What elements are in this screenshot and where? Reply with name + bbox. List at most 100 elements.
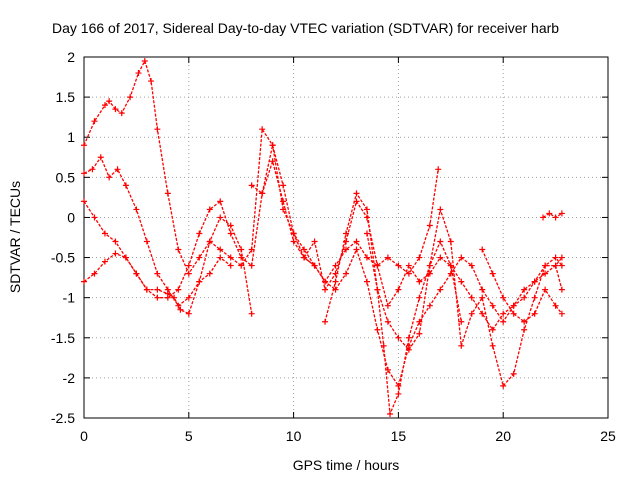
data-point [500,310,507,317]
data-point [374,326,381,333]
data-point [127,94,134,101]
data-point [133,270,140,277]
y-tick-label: 0.5 [56,169,76,185]
data-point [97,154,104,161]
data-point [322,286,329,293]
data-point [447,238,454,245]
series-line-trace-1 [83,60,439,283]
x-axis: 0 5 10 15 20 25 [80,57,616,444]
series-line-trace-7 [324,192,462,415]
data-point [531,294,538,301]
data-point [81,278,87,285]
data-point [468,262,475,269]
data-point [177,306,184,313]
data-point [489,326,496,333]
data-point [91,118,98,125]
data-point [416,254,423,261]
data-point [405,346,412,353]
data-point [384,254,391,261]
data-point [196,254,203,261]
data-point [259,126,266,133]
data-point [531,278,538,285]
data-point [521,326,528,333]
data-point [558,286,565,293]
data-point [290,230,297,237]
series-line-trace-4 [83,160,315,299]
series-line-trace-9 [481,249,563,323]
data-point [101,258,108,265]
data-point [91,270,98,277]
data-point [558,262,565,269]
y-tick-label: -1 [63,290,76,306]
data-point [154,294,161,301]
data-point [353,246,360,253]
data-point [148,78,155,85]
data-point [81,198,87,205]
series-line-trace-10 [542,212,563,219]
data-point [363,214,370,221]
series-line-trace-8 [366,208,563,387]
data-point [521,286,528,293]
series-line-trace-2 [83,156,232,307]
data-point [301,246,308,253]
data-point [332,278,339,285]
data-point [143,286,150,293]
data-point [217,254,224,261]
y-tick-label: -2.5 [51,410,75,426]
data-point [81,142,87,149]
data-point [489,342,496,349]
data-point [458,318,465,325]
data-point [238,254,245,261]
data-point [290,238,297,245]
data-point [384,302,391,309]
data-point [217,198,224,205]
data-point [185,294,192,301]
data-point [227,230,234,237]
data-point [363,230,370,237]
data-point [311,238,318,245]
data-point [458,278,465,285]
data-point [552,302,559,309]
y-tick-label: -1.5 [51,330,75,346]
data-point [531,310,538,317]
x-axis-label: GPS time / hours [293,457,400,473]
data-point [416,330,423,337]
data-point [558,310,565,317]
data-point [426,222,433,229]
data-point [479,310,486,317]
data-point [248,310,255,317]
data-point [500,294,507,301]
data-point [122,254,129,261]
data-point [546,210,553,217]
data-point [154,286,161,293]
data-point [542,262,549,269]
data-point [280,198,287,205]
data-point [248,182,255,189]
data-point [106,98,113,105]
data-point [363,254,370,261]
data-point [405,262,412,269]
data-point [387,410,394,417]
data-point [175,246,182,253]
data-point [426,270,433,277]
data-point [269,158,276,165]
data-point [122,182,129,189]
data-point [405,334,412,341]
data-point [395,334,402,341]
data-point [227,254,234,261]
data-point [542,270,549,277]
data-point [479,246,486,253]
y-tick-label: -0.5 [51,250,75,266]
data-point [426,262,433,269]
x-tick-label: 10 [286,428,302,444]
data-point [435,166,442,173]
data-point [112,238,119,245]
data-point [280,206,287,213]
data-point [106,174,113,181]
data-point [91,214,98,221]
data-point [552,262,559,269]
data-point [112,106,119,113]
x-tick-label: 0 [80,428,88,444]
data-point [510,310,517,317]
data-point [521,294,528,301]
